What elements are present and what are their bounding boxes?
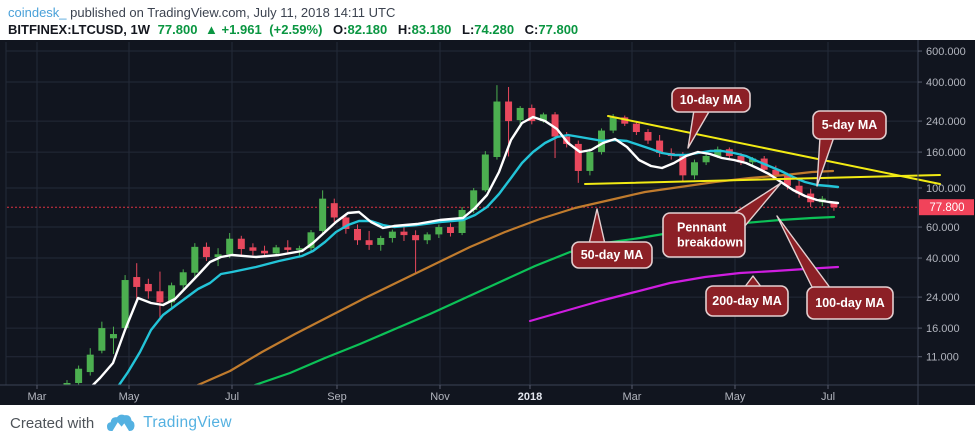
callout-box: [571, 241, 653, 269]
last-price: 77.800: [157, 22, 198, 37]
high-value: 83.180: [411, 22, 452, 37]
callout-box: [806, 286, 894, 320]
direction-up-icon: ▲: [205, 22, 218, 37]
time-tick-label-sep: Sep: [327, 391, 347, 403]
byline-text: published on TradingView.com, July 11, 2…: [66, 5, 396, 20]
callout-200-day-ma[interactable]: 200-day MA: [705, 275, 789, 317]
callout-label: 5-day MA: [822, 118, 878, 132]
price-tick-label: 160.000: [926, 147, 966, 159]
callout-label: Pennant: [677, 221, 727, 235]
author-link[interactable]: coindesk_: [8, 5, 67, 20]
callout-5-day-ma[interactable]: 5-day MA: [812, 110, 887, 187]
price-change-pct: (+2.59%): [269, 22, 323, 37]
callout-10-day-ma[interactable]: 10-day MA: [671, 87, 751, 149]
callout-100-day-ma[interactable]: 100-day MA: [776, 215, 894, 320]
low-label: L:: [462, 22, 475, 37]
callout-box: [705, 285, 789, 317]
price-tick-label: 100.000: [926, 183, 966, 195]
ma-line-100-day-ma: [253, 215, 836, 385]
price-tick-label: 24.000: [926, 292, 960, 304]
price-chart-canvas[interactable]: 600.000 400.000 240.000 160.000 100.000 60.00…: [0, 40, 975, 405]
time-tick-label-may: May: [119, 391, 140, 403]
time-tick-label-jul: Jul: [225, 391, 239, 403]
time-tick-label-jul: Jul: [821, 391, 835, 403]
tradingview-logo-icon[interactable]: [106, 413, 135, 434]
grid-lines: [5, 42, 918, 385]
ticker-symbol[interactable]: BITFINEX:LTCUSD, 1W: [8, 22, 151, 37]
callout-label: 200-day MA: [712, 294, 781, 308]
price-change: +1.961: [221, 22, 262, 37]
time-tick-label-2018: 2018: [518, 391, 542, 403]
current-price-badge: 77.800: [919, 199, 974, 216]
time-tick-label-mar: Mar: [623, 391, 642, 403]
open-value: 82.180: [347, 22, 388, 37]
high-label: H:: [397, 22, 412, 37]
ticker-bar: BITFINEX:LTCUSD, 1W 77.800 ▲ +1.961 (+2.…: [8, 21, 975, 38]
pennant-trendlines[interactable]: [584, 115, 941, 185]
time-tick-label-may: May: [725, 391, 746, 403]
ma-line-10-day-ma: [117, 133, 840, 385]
price-axis[interactable]: 600.000 400.000 240.000 160.000 100.000 60.00…: [918, 46, 966, 364]
callout-label: breakdown: [677, 236, 743, 250]
created-with-text: Created with: [10, 414, 95, 432]
header: coindesk_ published on TradingView.com, …: [0, 0, 975, 40]
ma-line-5-day-ma: [91, 115, 840, 385]
ma-line-200-day-ma: [528, 265, 840, 323]
price-tick-label: 11.000: [926, 352, 959, 364]
footer: Created with TradingView: [0, 405, 975, 441]
time-tick-label-mar: Mar: [28, 391, 47, 403]
byline: coindesk_ published on TradingView.com, …: [8, 4, 975, 21]
callout-label: 50-day MA: [581, 248, 644, 262]
callout-label: 10-day MA: [680, 93, 743, 107]
current-price-label: 77.800: [929, 202, 964, 214]
time-tick-label-nov: Nov: [430, 391, 450, 403]
price-tick-label: 400.000: [926, 77, 966, 89]
close-value: 77.800: [538, 22, 579, 37]
ma-line-50-day-ma: [196, 169, 835, 385]
callout-label: 100-day MA: [815, 296, 884, 310]
price-tick-label: 600.000: [926, 46, 966, 58]
callout-50-day-ma[interactable]: 50-day MA: [571, 208, 653, 269]
callout-box: [812, 110, 887, 140]
low-value: 74.280: [474, 22, 515, 37]
price-tick-label: 240.000: [926, 116, 966, 128]
price-tick-label: 60.000: [926, 222, 960, 234]
chart-area[interactable]: 600.000 400.000 240.000 160.000 100.000 60.00…: [0, 40, 975, 405]
price-tick-label: 16.000: [926, 323, 960, 335]
callout-box: [671, 87, 751, 113]
callout-box: [662, 212, 746, 258]
close-label: C:: [524, 22, 539, 37]
time-axis[interactable]: Mar May Jul Sep Nov 2018 Mar May Jul: [28, 385, 836, 403]
price-tick-label: 40.000: [926, 253, 960, 265]
tradingview-brand-link[interactable]: TradingView: [143, 414, 232, 431]
open-label: O:: [333, 22, 348, 37]
chart-background: [0, 40, 975, 405]
